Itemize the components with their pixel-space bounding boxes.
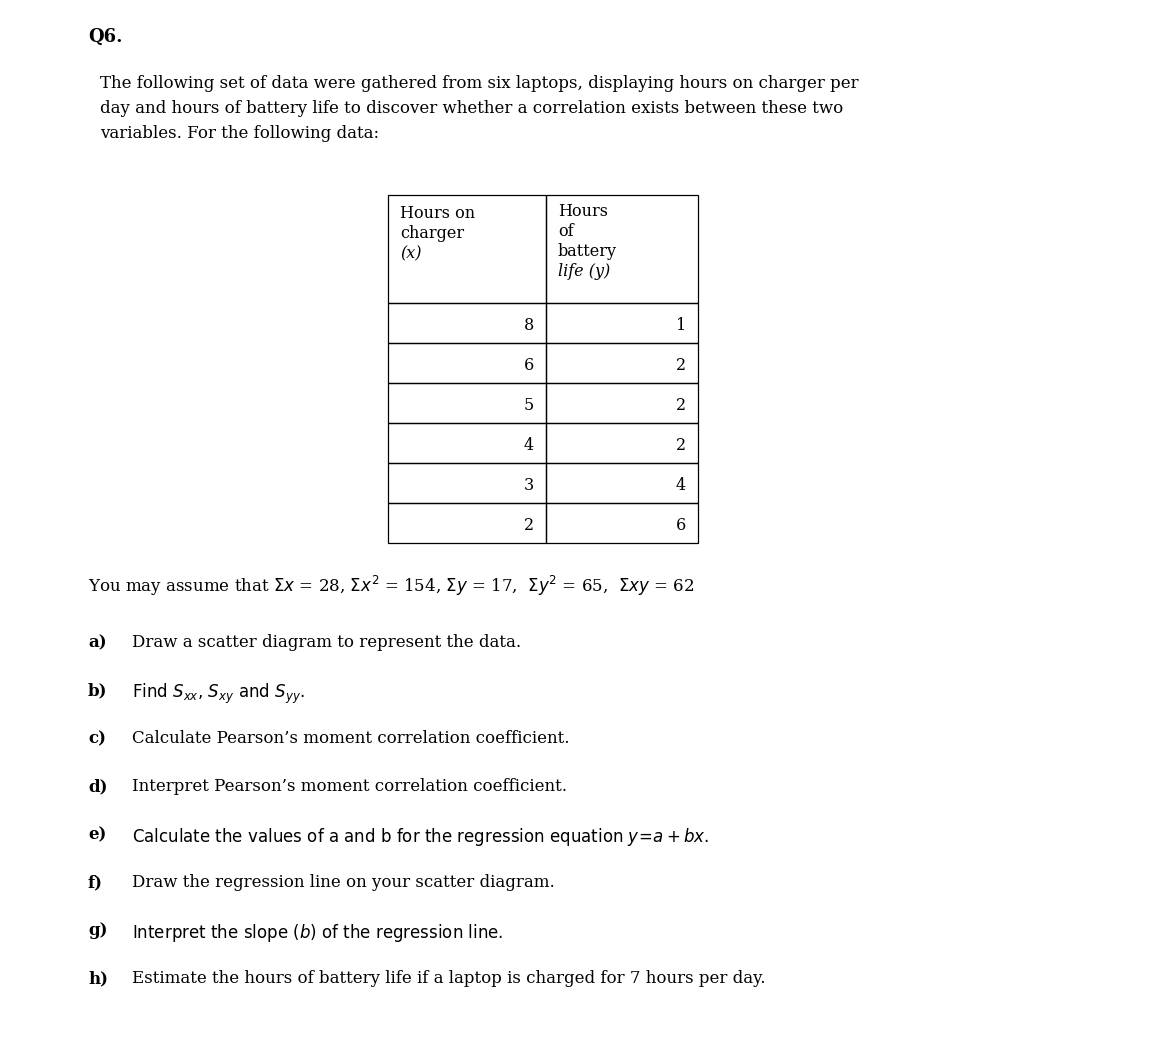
Text: 2: 2 [676, 357, 686, 374]
Bar [388, 195, 546, 303]
Text: life (y): life (y) [558, 263, 611, 280]
Bar [388, 463, 546, 503]
Text: b): b) [88, 683, 108, 699]
Bar [388, 343, 546, 383]
Text: 2: 2 [676, 397, 686, 414]
Text: of: of [558, 223, 573, 240]
Text: day and hours of battery life to discover whether a correlation exists between t: day and hours of battery life to discove… [99, 100, 844, 117]
Text: variables. For the following data:: variables. For the following data: [99, 125, 379, 142]
Text: 4: 4 [676, 477, 686, 494]
Bar [546, 423, 698, 463]
Text: d): d) [88, 778, 108, 795]
Text: 5: 5 [524, 397, 534, 414]
Text: Hours: Hours [558, 203, 608, 220]
Bar [546, 383, 698, 423]
Text: c): c) [88, 730, 106, 747]
Text: charger: charger [400, 225, 464, 242]
Text: Q6.: Q6. [88, 28, 123, 46]
Text: 1: 1 [676, 317, 686, 334]
Text: 3: 3 [524, 477, 534, 494]
Bar [388, 383, 546, 423]
Text: Estimate the hours of battery life if a laptop is charged for 7 hours per day.: Estimate the hours of battery life if a … [132, 970, 765, 987]
Text: Hours on: Hours on [400, 205, 475, 222]
Bar [546, 503, 698, 543]
Text: Draw a scatter diagram to represent the data.: Draw a scatter diagram to represent the … [132, 634, 521, 651]
Text: Draw the regression line on your scatter diagram.: Draw the regression line on your scatter… [132, 874, 555, 891]
Text: f): f) [88, 874, 103, 891]
Text: 4: 4 [524, 437, 534, 454]
Text: h): h) [88, 970, 108, 987]
Bar [546, 195, 698, 303]
Text: You may assume that $\Sigma x$ = 28, $\Sigma x^2$ = 154, $\Sigma y$ = 17,  $\Sig: You may assume that $\Sigma x$ = 28, $\S… [88, 574, 695, 598]
Bar [388, 503, 546, 543]
Text: e): e) [88, 826, 106, 843]
Bar [546, 303, 698, 343]
Bar [546, 343, 698, 383]
Bar [388, 423, 546, 463]
Text: 2: 2 [676, 437, 686, 454]
Text: 8: 8 [524, 317, 534, 334]
Text: 6: 6 [676, 517, 686, 534]
Bar [546, 463, 698, 503]
Text: g): g) [88, 922, 108, 939]
Text: Calculate Pearson’s moment correlation coefficient.: Calculate Pearson’s moment correlation c… [132, 730, 570, 747]
Text: Find $S_{xx}$, $S_{xy}$ and $S_{yy}$.: Find $S_{xx}$, $S_{xy}$ and $S_{yy}$. [132, 683, 305, 706]
Text: Interpret the slope ($b$) of the regression line.: Interpret the slope ($b$) of the regress… [132, 922, 503, 944]
Text: (x): (x) [400, 245, 421, 262]
Text: Interpret Pearson’s moment correlation coefficient.: Interpret Pearson’s moment correlation c… [132, 778, 567, 795]
Text: battery: battery [558, 243, 617, 260]
Text: The following set of data were gathered from six laptops, displaying hours on ch: The following set of data were gathered … [99, 75, 859, 92]
Text: Calculate the values of a and b for the regression equation $y\!=\!a + bx$.: Calculate the values of a and b for the … [132, 826, 709, 848]
Text: 6: 6 [524, 357, 534, 374]
Bar [388, 303, 546, 343]
Text: a): a) [88, 634, 106, 651]
Text: 2: 2 [524, 517, 534, 534]
